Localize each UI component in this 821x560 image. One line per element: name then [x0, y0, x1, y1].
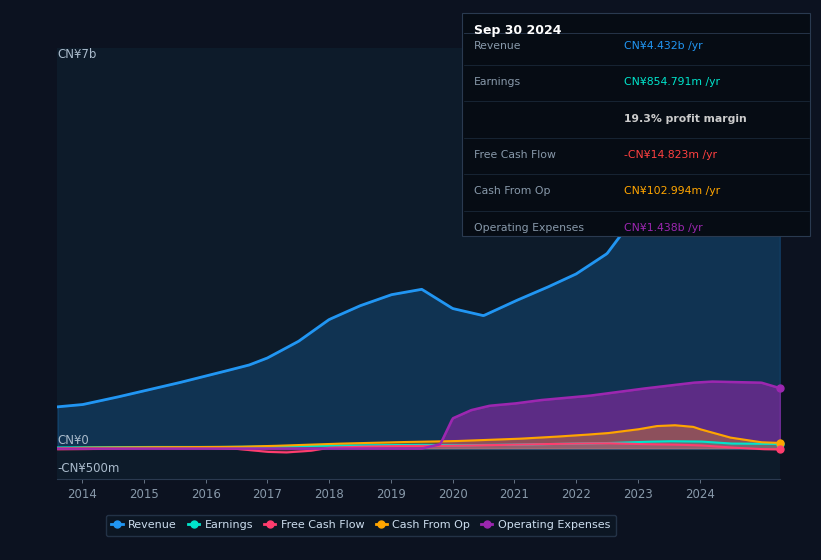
Text: CN¥4.432b /yr: CN¥4.432b /yr [624, 41, 703, 51]
Text: Free Cash Flow: Free Cash Flow [474, 150, 556, 160]
Text: Revenue: Revenue [474, 41, 521, 51]
Text: CN¥0: CN¥0 [57, 435, 89, 447]
Text: -CN¥500m: -CN¥500m [57, 462, 120, 475]
Text: CN¥7b: CN¥7b [57, 48, 97, 62]
Text: Cash From Op: Cash From Op [474, 186, 550, 197]
Legend: Revenue, Earnings, Free Cash Flow, Cash From Op, Operating Expenses: Revenue, Earnings, Free Cash Flow, Cash … [106, 515, 616, 536]
Text: Operating Expenses: Operating Expenses [474, 223, 584, 233]
Text: CN¥1.438b /yr: CN¥1.438b /yr [624, 223, 703, 233]
Text: CN¥854.791m /yr: CN¥854.791m /yr [624, 77, 720, 87]
Text: 19.3% profit margin: 19.3% profit margin [624, 114, 747, 124]
Text: Earnings: Earnings [474, 77, 521, 87]
Text: Sep 30 2024: Sep 30 2024 [474, 24, 562, 37]
Text: CN¥102.994m /yr: CN¥102.994m /yr [624, 186, 720, 197]
Text: -CN¥14.823m /yr: -CN¥14.823m /yr [624, 150, 717, 160]
